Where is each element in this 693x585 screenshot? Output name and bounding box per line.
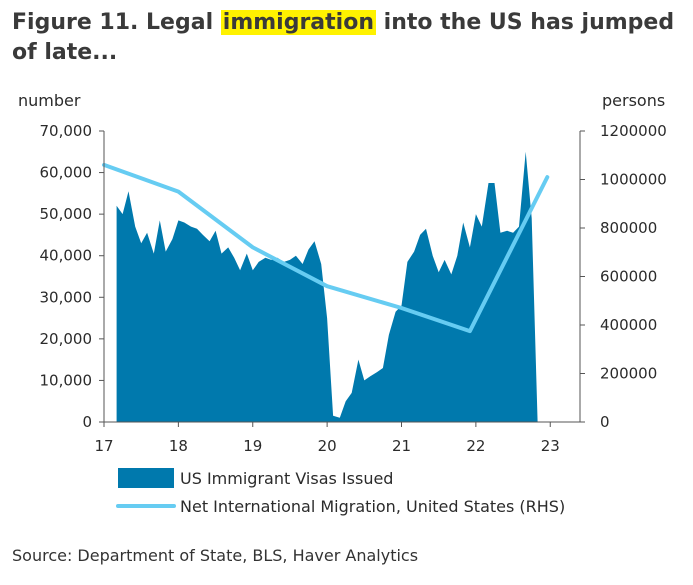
legend-label-migration: Net International Migration, United Stat… — [180, 497, 565, 516]
left-tick-label: 50,000 — [40, 205, 93, 223]
right-tick-label: 200000 — [600, 365, 657, 383]
x-tick-label: 23 — [541, 437, 560, 455]
left-tick-label: 0 — [82, 413, 92, 431]
legend-label-visas: US Immigrant Visas Issued — [180, 469, 393, 488]
left-tick-label: 40,000 — [40, 247, 93, 265]
chart: number persons 70,000 60,000 50,000 40,000 3… — [18, 91, 667, 516]
right-tick-label: 0 — [600, 413, 610, 431]
x-tick-label: 21 — [392, 437, 411, 455]
x-tick-label: 18 — [169, 437, 188, 455]
right-tick-label: 1200000 — [600, 122, 667, 140]
legend-swatch-visas — [118, 468, 174, 488]
left-tick-label: 60,000 — [40, 164, 93, 182]
left-axis-label: number — [18, 91, 81, 110]
right-tick-label: 600000 — [600, 268, 657, 286]
title-suffix: into the US has jumped of late... — [12, 10, 675, 65]
visas-area-series — [116, 151, 557, 423]
title-highlight: immigration — [220, 10, 376, 35]
x-tick-label: 20 — [318, 437, 337, 455]
left-tick-label: 10,000 — [40, 371, 93, 389]
source-note: Source: Department of State, BLS, Haver … — [12, 546, 419, 565]
figure-title: Figure 11. Legal immigration into the US… — [12, 8, 682, 68]
right-axis-label: persons — [602, 91, 665, 110]
left-tick-label: 30,000 — [40, 288, 93, 306]
title-prefix: Figure 11. Legal — [12, 10, 221, 35]
x-tick-label: 17 — [94, 437, 113, 455]
legend: US Immigrant Visas Issued Net Internation… — [116, 468, 565, 516]
left-tick-label: 70,000 — [40, 122, 93, 140]
right-tick-label: 1000000 — [600, 171, 667, 189]
x-tick-label: 19 — [243, 437, 262, 455]
right-tick-label: 800000 — [600, 219, 657, 237]
left-tick-label: 20,000 — [40, 330, 93, 348]
plot-area: 70,000 60,000 50,000 40,000 30,000 20,000 10,0… — [40, 122, 667, 455]
x-tick-label: 22 — [466, 437, 485, 455]
right-tick-label: 400000 — [600, 316, 657, 334]
